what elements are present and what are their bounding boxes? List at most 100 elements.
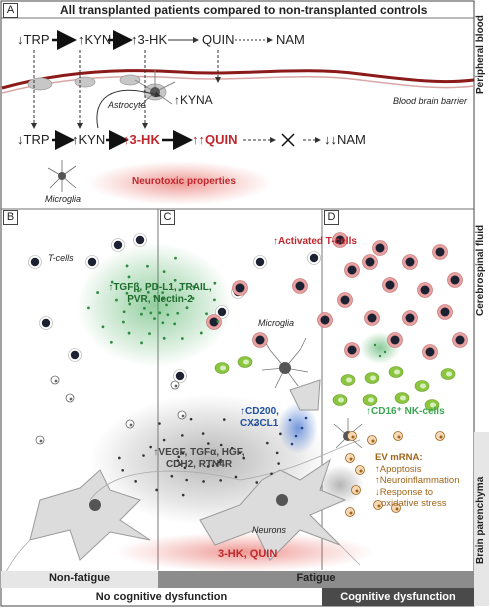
activated-tcell <box>455 335 465 345</box>
grey-dot <box>215 462 219 466</box>
green-dot <box>96 291 100 294</box>
grey-dot <box>219 458 222 462</box>
panel-letter-d: D <box>324 210 339 225</box>
neurons-label: Neurons <box>252 525 287 535</box>
activated-tcell <box>365 257 375 267</box>
csf-kyn: ↑KYN <box>72 132 106 147</box>
green-dot <box>128 302 132 306</box>
peripheral-kyn: ↑KYN <box>78 32 112 47</box>
cd200-text: ↑CD200, CX3CL1 <box>240 406 279 429</box>
green-dot <box>161 321 165 325</box>
grey-dot <box>118 456 121 460</box>
tcell <box>255 257 265 267</box>
peripheral-3hk: ↑3-HK <box>131 32 168 47</box>
grey-dot <box>158 422 161 425</box>
activated-tcell <box>450 275 460 285</box>
green-dot <box>161 297 165 301</box>
kyna-label: ↑KYNA <box>174 93 213 107</box>
blue-dot <box>290 442 294 446</box>
green-dot <box>87 306 90 310</box>
microglia-label-a: Microglia <box>45 194 82 204</box>
activated-tcell <box>375 243 385 253</box>
green-dot <box>148 332 151 336</box>
peripheral-nam: NAM <box>276 32 305 47</box>
vegf-factors-text: ↑VEGF, TGFα, HGF, CDH2, RTN4R <box>153 447 245 470</box>
panel-a-title: All transplanted patients compared to no… <box>60 3 428 17</box>
bbb-line-outer <box>1 69 475 90</box>
bbb-label: Blood brain barrier <box>393 96 468 106</box>
green-dot-small <box>373 343 377 347</box>
activated-tcell <box>320 315 330 325</box>
green-dot <box>178 288 182 292</box>
grey-vesicle-core <box>174 384 178 388</box>
ev-vesicle-core <box>359 469 363 473</box>
side-label-parenchyma: Brain parenchyma <box>475 476 486 564</box>
grey-dot <box>253 423 257 426</box>
tcells-label: T-cells <box>48 253 74 263</box>
grey-dot <box>149 445 152 449</box>
grey-dot <box>181 451 185 455</box>
grey-dot <box>178 463 182 466</box>
panel-letter-c: C <box>160 210 175 225</box>
ev-vesicle-core <box>395 507 399 511</box>
grey-dot <box>170 474 174 478</box>
fatigue-band <box>158 571 474 588</box>
tcell <box>175 371 185 381</box>
nk-cell-core <box>394 369 400 375</box>
green-dot <box>213 281 217 285</box>
green-dot <box>127 331 131 335</box>
grey-dot <box>181 493 185 497</box>
green-dot <box>115 298 118 302</box>
nk-cell-core <box>400 395 406 401</box>
grey-dot <box>121 468 125 472</box>
green-dot <box>158 311 162 315</box>
grey-dot <box>177 455 181 459</box>
microglia-label-c: Microglia <box>258 318 295 328</box>
ev-item-response: ↓Response to <box>375 486 434 498</box>
ev-vesicle-core <box>371 439 375 443</box>
hk-quin-label: 3-HK, QUIN <box>218 548 278 560</box>
green-dot <box>165 303 168 307</box>
fatigue-label: Fatigue <box>296 572 336 584</box>
grey-dot <box>242 456 246 460</box>
astrocyte-label: Astrocyte <box>108 100 146 110</box>
grey-dot <box>275 451 279 455</box>
activated-tcell <box>425 347 435 357</box>
no-cognitive-label: No cognitive dysfunction <box>95 591 228 603</box>
green-dot <box>205 312 208 316</box>
green-dot <box>146 290 150 294</box>
grey-dot <box>219 479 222 482</box>
green-dot <box>137 289 140 293</box>
hk-quin-cloud <box>115 532 375 572</box>
csf-3hk: ↑3-HK <box>123 132 160 147</box>
grey-dot <box>185 478 188 482</box>
activated-tcell <box>209 317 219 327</box>
side-label-csf: Cerebrospinal fluid <box>475 224 486 316</box>
activated-tcell <box>295 281 305 291</box>
activated-tcell <box>367 313 377 323</box>
grey-dot <box>206 465 210 468</box>
green-dot <box>125 264 129 268</box>
nk-cell-core <box>220 365 226 371</box>
peripheral-trp: ↓TRP <box>17 32 50 47</box>
grey-dot <box>279 432 282 436</box>
grey-dot <box>189 417 193 421</box>
blue-dot <box>304 416 308 420</box>
grey-vesicle <box>50 375 60 385</box>
green-dot <box>125 291 129 295</box>
green-dot <box>166 313 170 317</box>
grey-dot <box>155 488 158 492</box>
green-dot <box>191 297 195 300</box>
panel-letter-b: B <box>3 210 18 225</box>
tcell <box>217 307 227 317</box>
green-dot <box>153 317 156 320</box>
activated-tcell <box>440 307 450 317</box>
green-dot <box>122 310 126 314</box>
ev-item-neuroinflammation: ↑Neuroinflammation <box>375 475 460 486</box>
blue-dot <box>288 418 292 422</box>
cognitive-dysfunction-band <box>322 588 474 606</box>
green-dot <box>173 278 177 282</box>
ev-vesicle-core <box>355 489 359 493</box>
